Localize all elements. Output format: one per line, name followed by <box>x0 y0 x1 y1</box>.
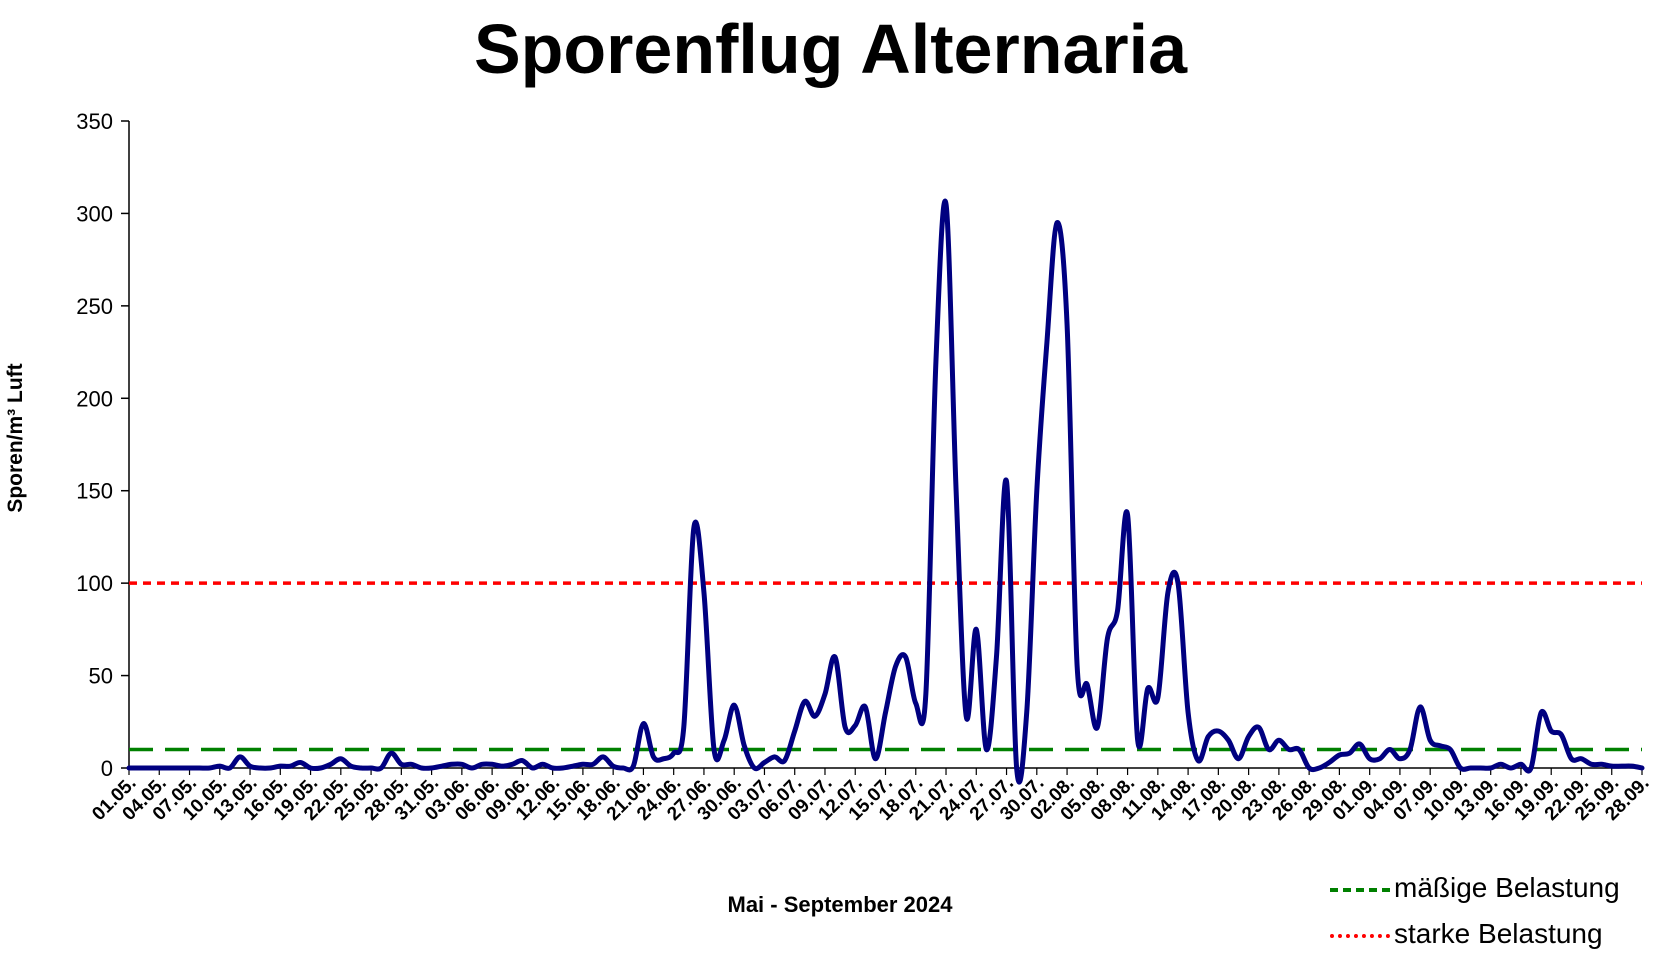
y-tick-label: 250 <box>76 294 113 319</box>
legend-item-strong: starke Belastung <box>1330 918 1603 950</box>
legend-label-moderate: mäßige Belastung <box>1394 872 1620 903</box>
y-axis-label: Sporen/m³ Luft <box>4 363 27 513</box>
y-tick-label: 0 <box>101 756 113 781</box>
y-tick-label: 350 <box>76 109 113 134</box>
legend-swatch-dashed-green <box>1330 887 1390 892</box>
legend-swatch-dotted-red <box>1330 933 1390 938</box>
legend-item-moderate: mäßige Belastung <box>1330 872 1620 904</box>
series-group <box>126 198 1645 785</box>
legend-label-strong: starke Belastung <box>1394 918 1603 949</box>
y-tick-label: 150 <box>76 479 113 504</box>
y-tick-label: 50 <box>89 664 113 689</box>
y-tick-label: 300 <box>76 201 113 226</box>
y-tick-label: 200 <box>76 386 113 411</box>
x-axis: 01.05.04.05.07.05.10.05.13.05.16.05.19.0… <box>88 767 1654 825</box>
x-axis-label: Mai - September 2024 <box>727 892 953 917</box>
chart-title: Sporenflug Alternaria <box>473 10 1188 88</box>
y-tick-label: 100 <box>76 571 113 596</box>
y-axis: 0 50 100 150 200 250 300 350 <box>76 109 130 781</box>
spore-count-series-line <box>126 198 1645 785</box>
